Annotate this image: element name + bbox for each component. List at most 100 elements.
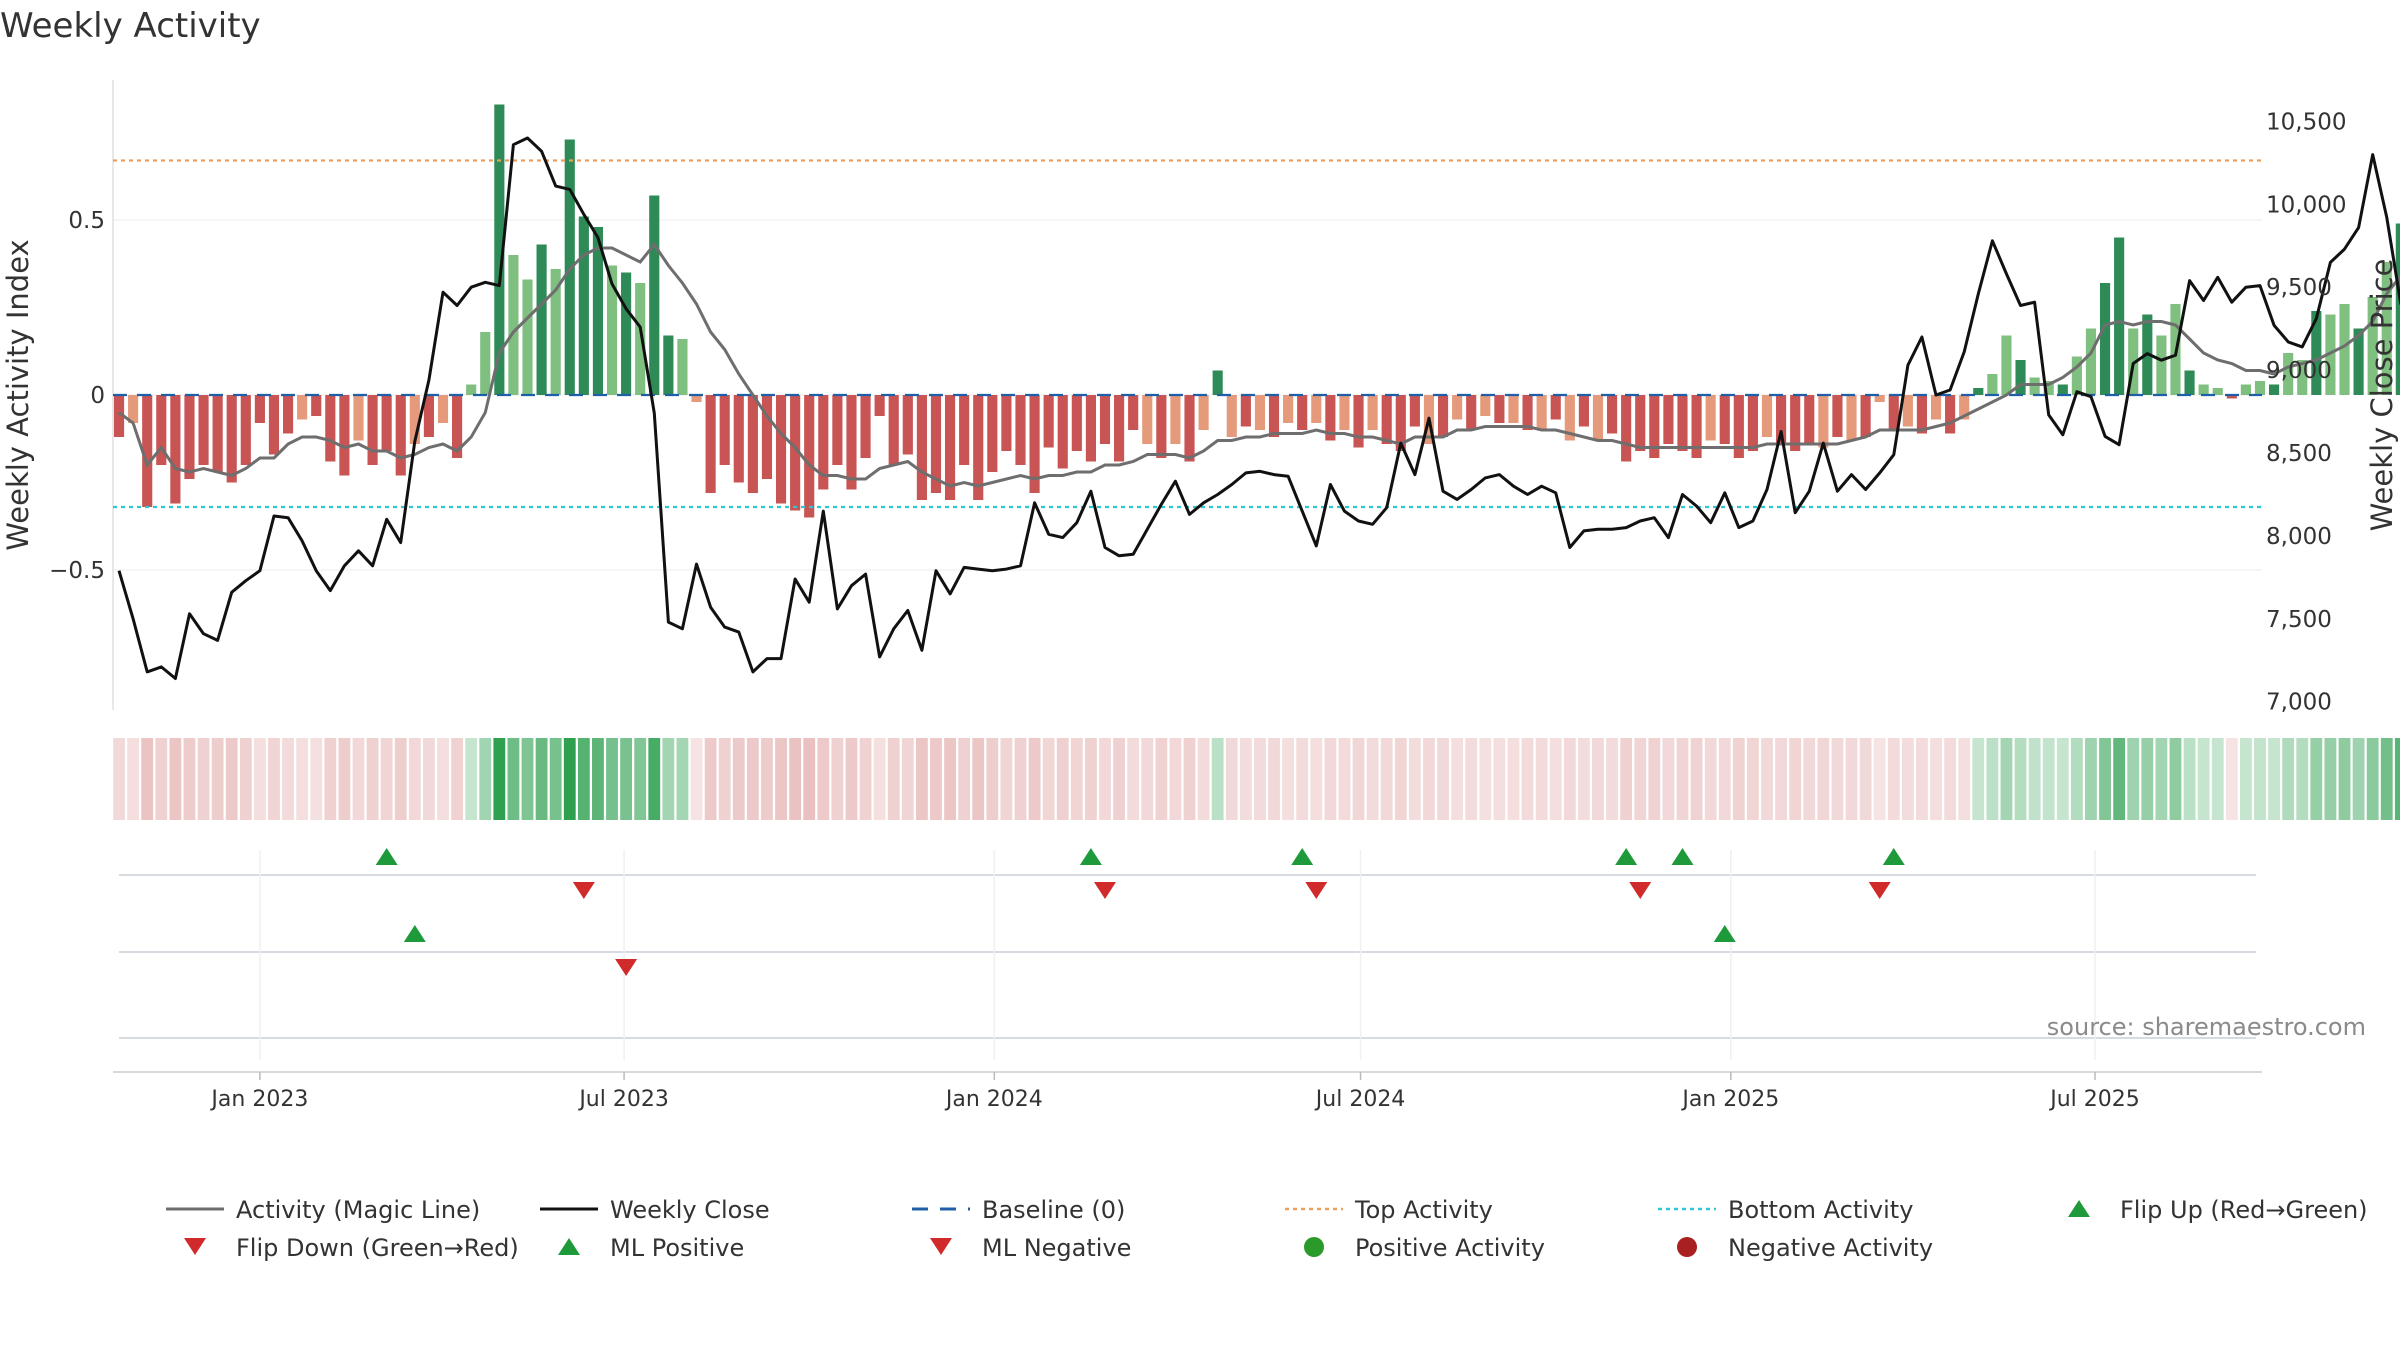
activity-bar bbox=[1705, 395, 1716, 441]
activity-strip-cell bbox=[1732, 738, 1745, 820]
activity-strip-cell bbox=[887, 738, 900, 820]
activity-bar bbox=[1198, 395, 1209, 430]
activity-strip-cell bbox=[1324, 738, 1337, 820]
activity-bar bbox=[1522, 395, 1533, 430]
y-right-tick-label: 8,000 bbox=[2266, 524, 2332, 550]
activity-bar bbox=[719, 395, 730, 465]
activity-bar bbox=[353, 395, 364, 441]
activity-bar bbox=[1043, 395, 1054, 448]
activity-strip-cell bbox=[662, 738, 675, 820]
activity-strip-cell bbox=[338, 738, 351, 820]
activity-strip-cell bbox=[2113, 738, 2126, 820]
activity-strip-cell bbox=[1296, 738, 1309, 820]
activity-bar bbox=[240, 395, 251, 465]
activity-bar bbox=[902, 395, 913, 455]
activity-bar bbox=[437, 395, 449, 423]
y-right-tick-label: 10,000 bbox=[2266, 192, 2346, 218]
activity-bar bbox=[311, 395, 322, 416]
activity-strip-cell bbox=[1831, 738, 1844, 820]
activity-strip-cell bbox=[845, 738, 858, 820]
activity-strip-cell bbox=[972, 738, 985, 820]
activity-strip-cell bbox=[2099, 738, 2111, 820]
activity-bar bbox=[452, 395, 463, 458]
flip-down-marker bbox=[572, 882, 595, 899]
activity-strip-cell bbox=[394, 738, 407, 820]
activity-strip-cell bbox=[704, 738, 717, 820]
activity-strip-cell bbox=[1845, 738, 1858, 820]
legend-item: Negative Activity bbox=[1677, 1234, 1933, 1262]
activity-bar bbox=[691, 395, 702, 402]
ml-positive-marker bbox=[1713, 925, 1736, 942]
activity-bar bbox=[1860, 395, 1871, 437]
activity-bar bbox=[2254, 381, 2266, 395]
activity-strip-cell bbox=[648, 738, 661, 820]
activity-strip-cell bbox=[366, 738, 379, 820]
activity-bar bbox=[818, 395, 829, 490]
activity-strip-cell bbox=[2155, 738, 2168, 820]
activity-strip-cell bbox=[1592, 738, 1604, 820]
activity-bar bbox=[1804, 395, 1815, 444]
activity-bar bbox=[2367, 297, 2378, 395]
activity-bar bbox=[2071, 356, 2082, 395]
x-tick-label: Jul 2024 bbox=[1314, 1087, 1406, 1112]
activity-strip-cell bbox=[1775, 738, 1788, 820]
activity-bar bbox=[1818, 395, 1829, 448]
activity-strip-cell bbox=[606, 738, 618, 820]
activity-bar bbox=[888, 395, 899, 465]
legend-handle bbox=[1677, 1237, 1697, 1257]
activity-strip-cell bbox=[239, 738, 252, 820]
activity-strip-cell bbox=[2324, 738, 2337, 820]
flip-up-marker bbox=[1882, 848, 1905, 865]
activity-bar bbox=[2240, 384, 2251, 395]
flip-down-marker bbox=[1868, 882, 1891, 899]
activity-strip-cell bbox=[1225, 738, 1238, 820]
activity-bar bbox=[2114, 237, 2125, 395]
activity-bar bbox=[1325, 395, 1336, 441]
activity-bar bbox=[550, 269, 561, 395]
plot-area: 0.5 0 −0.5 10,500 10,000 9,500 9,000 8,500 8,000… bbox=[1, 80, 2400, 1112]
legend-item: ML Positive bbox=[558, 1234, 744, 1262]
activity-bar bbox=[2001, 335, 2012, 395]
activity-bar bbox=[226, 395, 237, 483]
activity-strip-cell bbox=[1211, 738, 1224, 820]
flip-up-marker bbox=[1291, 848, 1314, 865]
activity-strip-cell bbox=[2225, 738, 2238, 820]
activity-strip-cell bbox=[2056, 738, 2069, 820]
legend-item: Baseline (0) bbox=[912, 1196, 1125, 1224]
activity-bar bbox=[2198, 384, 2209, 395]
activity-strip-cell bbox=[1676, 738, 1689, 820]
activity-bar bbox=[1339, 395, 1350, 430]
activity-bar bbox=[663, 335, 674, 395]
activity-bar bbox=[423, 395, 434, 437]
activity-strip-cell bbox=[1014, 738, 1027, 820]
activity-strip-cell bbox=[2014, 738, 2027, 820]
activity-strip-cell bbox=[1507, 738, 1520, 820]
activity-strip-cell bbox=[803, 738, 816, 820]
activity-strip-cell bbox=[1606, 738, 1618, 820]
activity-bar bbox=[1437, 395, 1449, 437]
activity-bar bbox=[2156, 335, 2167, 395]
activity-strip-cell bbox=[211, 738, 224, 820]
activity-bar bbox=[508, 255, 519, 395]
source-credit: source: sharemaestro.com bbox=[2047, 1013, 2366, 1041]
activity-bar bbox=[1409, 395, 1420, 427]
activity-bar bbox=[339, 395, 350, 476]
legend-label: ML Negative bbox=[982, 1234, 1131, 1262]
activity-bar bbox=[1494, 395, 1505, 423]
activity-strip-cell bbox=[2366, 738, 2379, 820]
activity-strip-cell bbox=[479, 738, 492, 820]
legend-handle bbox=[930, 1238, 952, 1255]
y-left-tick-label: −0.5 bbox=[49, 558, 105, 584]
activity-bar bbox=[1874, 395, 1885, 402]
activity-bar bbox=[1691, 395, 1702, 458]
activity-bar bbox=[1254, 395, 1266, 430]
ml-positive-marker bbox=[403, 925, 426, 942]
activity-bar bbox=[606, 265, 618, 395]
activity-strip-cell bbox=[690, 738, 703, 820]
y-right-tick-label: 9,000 bbox=[2266, 358, 2332, 384]
flip-up-marker bbox=[1079, 848, 1102, 865]
activity-bar bbox=[578, 216, 589, 395]
activity-strip-cell bbox=[761, 738, 773, 820]
activity-bar bbox=[212, 395, 223, 472]
activity-bar bbox=[2381, 262, 2392, 395]
